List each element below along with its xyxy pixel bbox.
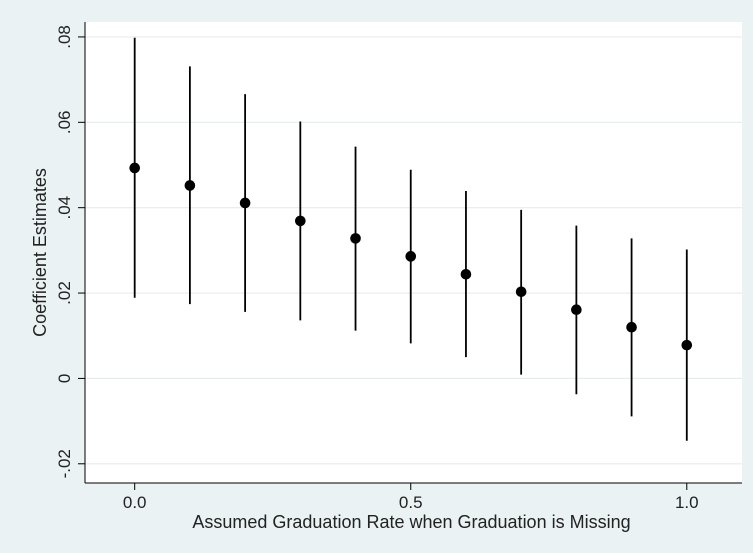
x-tick-label: 1.0 (675, 493, 699, 512)
x-tick-label: 0.0 (123, 493, 147, 512)
y-tick-label: -.02 (55, 449, 74, 478)
point-estimate (350, 233, 361, 244)
point-estimate (460, 268, 472, 280)
point-estimate (184, 180, 196, 191)
point-estimates (129, 162, 693, 351)
axes (78, 22, 742, 490)
point-estimate (571, 304, 582, 315)
point-estimate (681, 339, 693, 351)
y-tick-label: .06 (55, 110, 74, 134)
y-tick-label: 0 (55, 374, 74, 383)
point-estimate (626, 321, 637, 333)
tick-labels: -.02 0 .02 .04 .06 .08 0.0 0.5 1.0 (55, 25, 699, 512)
grid-lines (85, 36, 742, 465)
point-estimate (515, 286, 527, 298)
y-tick-label: .04 (55, 196, 74, 220)
x-tick-label: 0.5 (399, 493, 423, 512)
point-estimate (239, 197, 251, 209)
y-axis-title: Coefficient Estimates (30, 168, 50, 337)
x-axis-title: Assumed Graduation Rate when Graduation … (192, 512, 630, 532)
point-estimate (295, 215, 306, 227)
y-tick-label: .02 (55, 281, 74, 305)
point-estimate (405, 251, 417, 262)
point-estimate (129, 162, 140, 174)
y-tick-label: .08 (55, 25, 74, 49)
